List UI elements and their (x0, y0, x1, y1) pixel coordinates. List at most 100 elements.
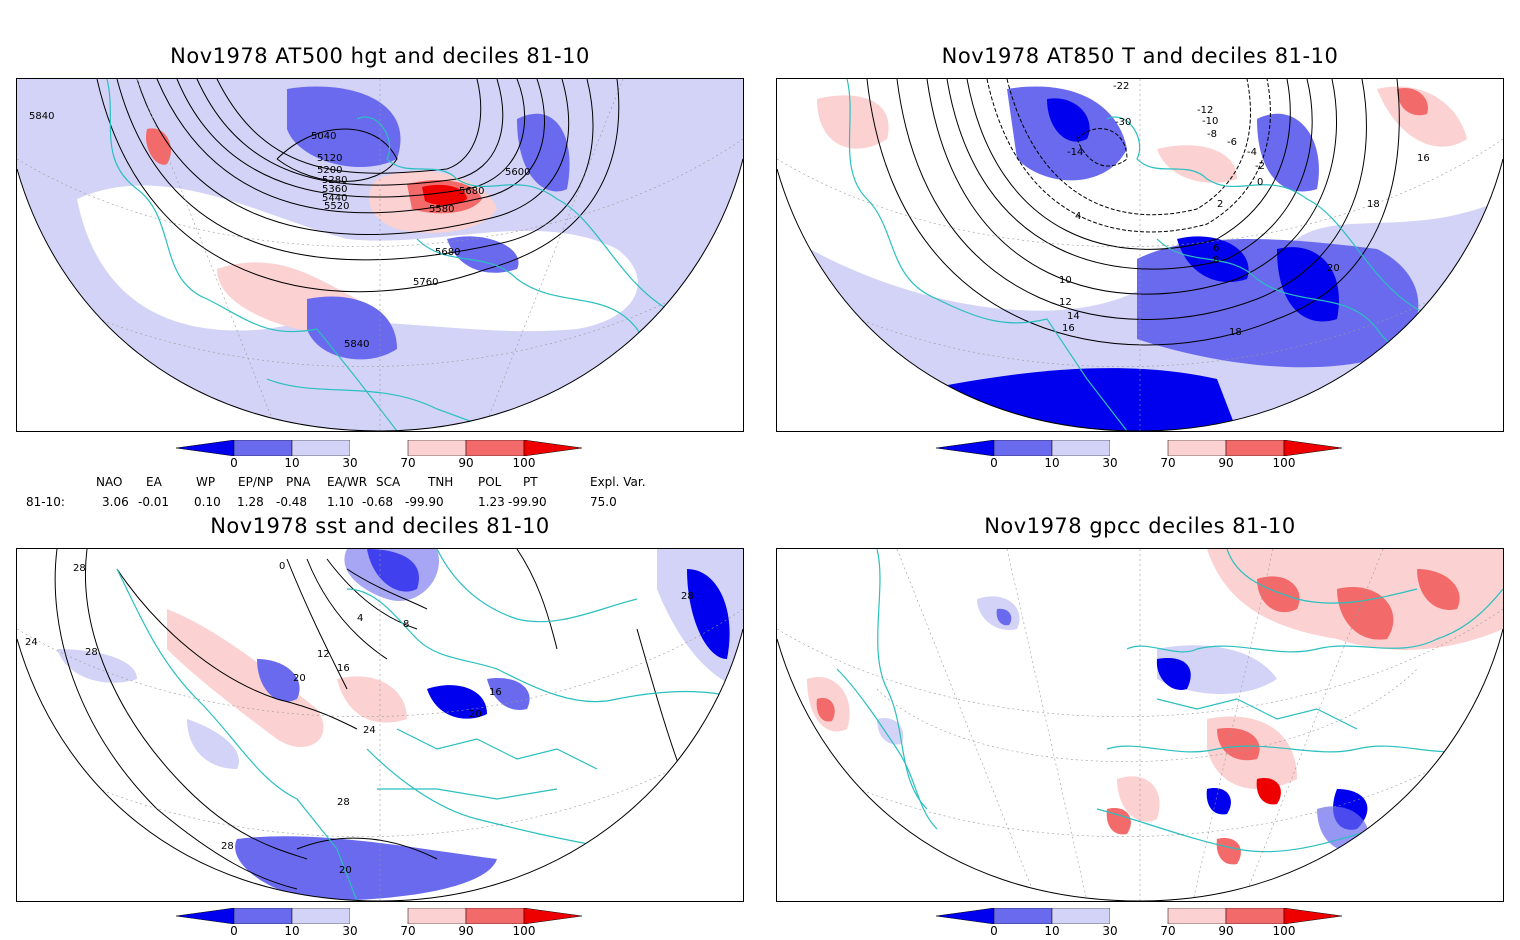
colorbar-tick: 90 (1218, 924, 1234, 938)
contour-label: 5760 (413, 277, 438, 288)
contour-label: 20 (293, 673, 306, 684)
contour-label: 28 (221, 841, 234, 852)
contour-label: 5680 (459, 186, 484, 197)
contour-label: 20 (339, 865, 352, 876)
index-value: -99.90 (405, 495, 444, 509)
contour-label: 20 (1327, 263, 1340, 274)
shade-high (1397, 88, 1428, 116)
colorbar-tick: 100 (1272, 456, 1296, 470)
colorbar-tick: 30 (1102, 924, 1118, 938)
panel-title-gpcc: Nov1978 gpcc deciles 81-10 (984, 514, 1296, 538)
shade-above-normal (1157, 145, 1237, 183)
shade-low (996, 608, 1012, 626)
index-value: 1.23 (478, 495, 505, 509)
colorbar-strip (936, 908, 1343, 924)
graticule (17, 549, 743, 901)
contour-label: 5440 (322, 193, 347, 204)
shade-extreme-low (1177, 236, 1249, 283)
contour-label: 12 (1059, 297, 1072, 308)
contour-label: 5520 (324, 201, 349, 212)
colorbar-tick: 100 (512, 456, 536, 470)
colorbar-tick: 70 (400, 924, 416, 938)
contour-label: 24 (25, 637, 38, 648)
contour-label: 8 (403, 619, 409, 630)
contour-label: -2 (1255, 161, 1265, 172)
index-header: POL (478, 475, 502, 489)
shade-extreme-high (1256, 778, 1281, 805)
map-hgt500-canvas: 5840 5040 5120 5200 5280 5360 5440 5520 … (17, 79, 743, 431)
shade-extreme-low (427, 685, 487, 719)
graticule (777, 79, 1503, 431)
index-header: NAO (96, 475, 123, 489)
contour-label: 28 (85, 647, 98, 658)
shade-high (146, 128, 171, 165)
contour-label: 5680 (435, 247, 460, 258)
contour-label: -6 (1227, 137, 1237, 148)
shade-extreme-low (1047, 98, 1090, 142)
contour-label: -4 (1247, 147, 1257, 158)
index-value: 1.10 (327, 495, 354, 509)
colorbar-tick: 70 (1160, 924, 1176, 938)
contour-label: 8 (1213, 255, 1219, 266)
shade-extreme-high (422, 184, 467, 206)
shade-extreme-low (1156, 658, 1191, 690)
colorbar-tick: 100 (1272, 924, 1296, 938)
index-value: -0.68 (362, 495, 394, 509)
contour-label: 28 (73, 563, 86, 574)
colorbar-tick: 10 (284, 456, 300, 470)
contour-label: 16 (1417, 153, 1430, 164)
shade-below-normal (187, 719, 239, 769)
index-header: TNH (428, 475, 454, 489)
index-header: EP/NP (238, 475, 274, 489)
height-contours (96, 79, 620, 293)
contour-label: 4 (1075, 211, 1081, 222)
shade-high (1257, 576, 1300, 613)
shade-above-normal (817, 95, 889, 149)
index-row-label: 81-10: (26, 495, 65, 509)
map-sst: 28 24 28 0 4 8 12 16 20 24 28 28 20 20 1… (16, 548, 744, 902)
projection-boundary (17, 628, 743, 901)
contour-label: 16 (489, 687, 502, 698)
shade-low (344, 549, 439, 601)
contour-label: 10 (1059, 275, 1072, 286)
index-header: Expl. Var. (590, 475, 646, 489)
projection-boundary (17, 158, 743, 431)
shade-above-normal (337, 676, 407, 723)
graticule (17, 79, 743, 431)
contour-label: 16 (337, 663, 350, 674)
colorbar-tick: 70 (400, 456, 416, 470)
colorbar-tick: 0 (990, 924, 998, 938)
panel-title-hgt500: Nov1978 AT500 hgt and deciles 81-10 (170, 44, 590, 68)
contour-label: -30 (1115, 117, 1131, 128)
map-gpcc (776, 548, 1504, 902)
index-header: WP (196, 475, 216, 489)
colorbar-strip (176, 908, 583, 924)
projection-boundary (777, 158, 1503, 431)
map-sst-canvas: 28 24 28 0 4 8 12 16 20 24 28 28 20 20 1… (17, 549, 743, 901)
shade-normal (77, 185, 638, 332)
shade-low (287, 86, 401, 168)
index-value: 3.06 (102, 495, 129, 509)
colorbar-strip (176, 440, 583, 456)
graticule (777, 549, 1503, 901)
contour-label: 6 (1213, 243, 1219, 254)
index-header: PT (523, 475, 538, 489)
colorbar-tick: 70 (1160, 456, 1176, 470)
map-hgt500: 5840 5040 5120 5200 5280 5360 5440 5520 … (16, 78, 744, 432)
index-value: 0.10 (194, 495, 221, 509)
shade-high (1417, 569, 1460, 610)
contour-label: 5280 (322, 175, 347, 186)
map-t850: -14 -22 -30 -12 -10 -8 -6 -4 -2 0 2 4 6 … (776, 78, 1504, 432)
shade-high (816, 698, 835, 722)
shade-low (447, 236, 519, 273)
colorbar-tick: 0 (230, 924, 238, 938)
contour-label: 5120 (317, 153, 342, 164)
colorbar-t850: 0 10 30 70 90 100 (936, 440, 1356, 472)
colorbar-tick: 0 (230, 456, 238, 470)
colorbar-tick: 90 (458, 924, 474, 938)
projection-boundary (777, 628, 1503, 901)
shade-low (235, 836, 498, 901)
contour-label: -10 (1202, 116, 1218, 127)
contour-label: 5360 (322, 184, 347, 195)
contour-label: 5040 (311, 131, 336, 142)
